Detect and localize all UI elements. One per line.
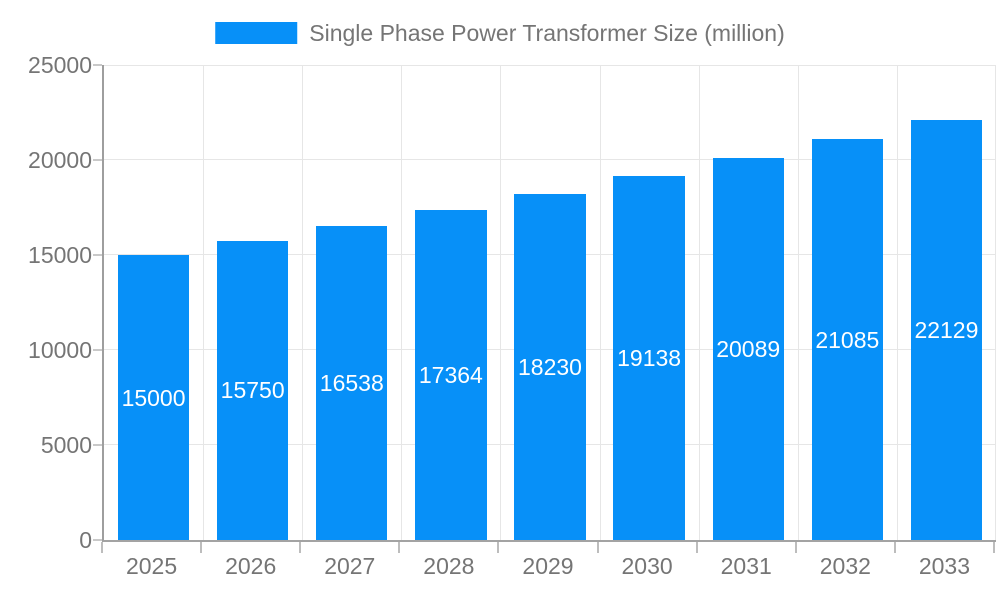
bar[interactable]: 15000: [117, 255, 190, 540]
y-axis-tick: [93, 349, 102, 351]
legend[interactable]: Single Phase Power Transformer Size (mil…: [215, 20, 785, 46]
x-axis-tick-label: 2030: [621, 553, 673, 579]
x-axis-tick-label: 2028: [423, 553, 475, 579]
y-axis-tick-label: 0: [79, 527, 92, 553]
bar[interactable]: 16538: [316, 225, 388, 540]
x-axis-tick-label: 2027: [324, 553, 376, 579]
y-axis-tick-label: 5000: [40, 432, 92, 458]
legend-swatch: [215, 22, 298, 44]
y-axis-tick-label: 20000: [28, 147, 92, 173]
gridline-vertical: [698, 65, 700, 540]
y-axis-tick-label: 10000: [28, 337, 92, 363]
bar-value-label: 16538: [319, 369, 384, 396]
bar[interactable]: 19138: [613, 176, 685, 540]
bar-value-label: 21085: [815, 326, 880, 353]
legend-label: Single Phase Power Transformer Size (mil…: [309, 20, 785, 46]
x-axis-tick-label: 2031: [720, 553, 772, 579]
bar[interactable]: 22129: [910, 119, 983, 540]
gridline-vertical: [599, 65, 601, 540]
bar[interactable]: 17364: [415, 210, 487, 540]
bar[interactable]: 15750: [216, 240, 289, 540]
bar-value-label: 15000: [121, 384, 186, 411]
x-axis-tick: [893, 542, 896, 553]
x-axis-tick-label: 2025: [125, 553, 178, 579]
x-axis-tick-label: 2029: [522, 553, 574, 579]
x-axis-tick: [299, 542, 302, 553]
bar-value-label: 20089: [716, 336, 781, 363]
y-axis-tick-label: 25000: [28, 52, 92, 78]
bar-value-label: 22129: [914, 316, 979, 343]
x-axis-tick: [695, 542, 698, 553]
bar-value-label: 17364: [418, 362, 483, 389]
x-axis-tick: [596, 542, 599, 553]
y-axis-tick: [93, 444, 102, 446]
gridline-horizontal: [104, 65, 996, 66]
y-axis-tick: [93, 64, 102, 66]
gridline-horizontal: [104, 159, 996, 160]
y-axis-tick: [93, 539, 102, 541]
y-axis-tick: [93, 254, 102, 256]
bar-value-label: 15750: [220, 377, 285, 404]
gridline-vertical: [500, 65, 502, 540]
bar[interactable]: 20089: [712, 158, 784, 540]
x-axis-tick-label: 2032: [819, 553, 871, 579]
gridline-vertical: [401, 65, 403, 540]
bar-value-label: 19138: [617, 345, 682, 372]
y-axis-tick-label: 15000: [28, 242, 92, 268]
x-axis-tick: [398, 542, 401, 553]
x-axis-tick: [497, 542, 500, 553]
x-axis-tick-label: 2033: [918, 553, 971, 579]
bar[interactable]: 18230: [514, 193, 586, 540]
gridline-vertical: [995, 65, 996, 540]
gridline-vertical: [896, 65, 898, 540]
x-axis-tick: [200, 542, 203, 553]
y-axis-tick: [93, 159, 102, 161]
x-axis-tick: [101, 542, 103, 553]
gridline-vertical: [203, 65, 205, 540]
bar[interactable]: 21085: [811, 139, 883, 540]
x-axis-tick-label: 2026: [225, 553, 277, 579]
x-axis-tick: [993, 542, 995, 553]
bar-value-label: 18230: [518, 353, 582, 380]
plot-area: 15000 15750 16538 17364 18230 19138 20089 21085…: [102, 65, 996, 542]
x-axis-tick: [794, 542, 797, 553]
gridline-vertical: [302, 65, 304, 540]
gridline-vertical: [797, 65, 799, 540]
